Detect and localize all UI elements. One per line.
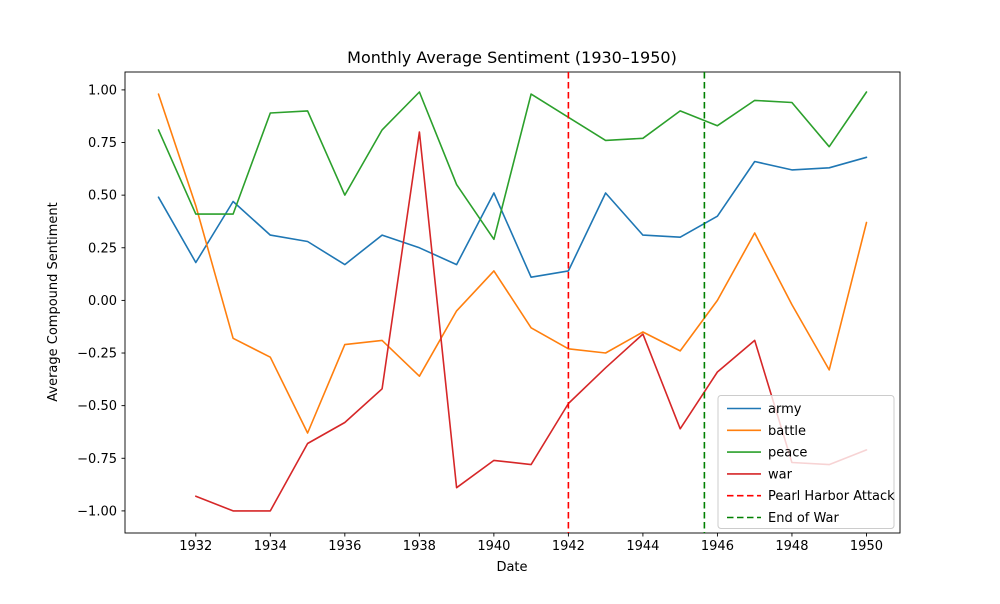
y-tick-label: −1.00 xyxy=(77,504,117,519)
legend-label: End of War xyxy=(768,511,839,526)
series-line-battle xyxy=(157,93,868,434)
x-axis-ticks: 1932 1934 1936 1938 1940 1942 1944 1946 1948 1950 xyxy=(179,533,883,554)
x-tick-label: 1946 xyxy=(701,539,734,554)
x-tick-label: 1950 xyxy=(850,539,883,554)
y-tick-label: −0.50 xyxy=(77,399,117,414)
chart-title: Monthly Average Sentiment (1930–1950) xyxy=(347,48,677,67)
x-tick-label: 1934 xyxy=(254,539,287,554)
legend-label: peace xyxy=(768,446,807,461)
plot-layer: 1932 1934 1936 1938 1940 1942 1944 1946 1948 1950… xyxy=(77,71,901,554)
legend-label: war xyxy=(768,467,793,482)
series-line-peace xyxy=(157,91,868,241)
x-tick-label: 1932 xyxy=(179,539,212,554)
y-tick-label: −0.75 xyxy=(77,452,117,467)
x-tick-label: 1944 xyxy=(626,539,659,554)
y-tick-label: 0.50 xyxy=(88,189,117,204)
y-tick-label: 0.75 xyxy=(88,136,117,151)
x-tick-label: 1936 xyxy=(328,539,361,554)
y-tick-label: 0.00 xyxy=(88,294,117,309)
legend-label: Pearl Harbor Attack xyxy=(768,489,895,504)
series-line-war xyxy=(195,131,868,512)
x-tick-label: 1940 xyxy=(477,539,510,554)
y-axis-label: Average Compound Sentiment xyxy=(46,202,61,401)
legend-label: battle xyxy=(768,424,806,439)
x-tick-label: 1948 xyxy=(775,539,808,554)
series-line-army xyxy=(157,156,868,279)
y-tick-label: 1.00 xyxy=(88,83,117,98)
x-axis-label: Date xyxy=(496,560,527,575)
y-axis-ticks: −1.00 −0.75 −0.50 −0.25 0.00 0.25 0.50 0.75 1.00 xyxy=(77,83,125,519)
y-tick-label: −0.25 xyxy=(77,347,117,362)
x-tick-label: 1942 xyxy=(552,539,585,554)
x-tick-label: 1938 xyxy=(403,539,436,554)
legend-label: army xyxy=(768,402,802,417)
legend: army battle peace war Pearl Harbor Attack End… xyxy=(717,395,895,529)
legend-box xyxy=(717,395,895,529)
y-tick-label: 0.25 xyxy=(88,241,117,256)
